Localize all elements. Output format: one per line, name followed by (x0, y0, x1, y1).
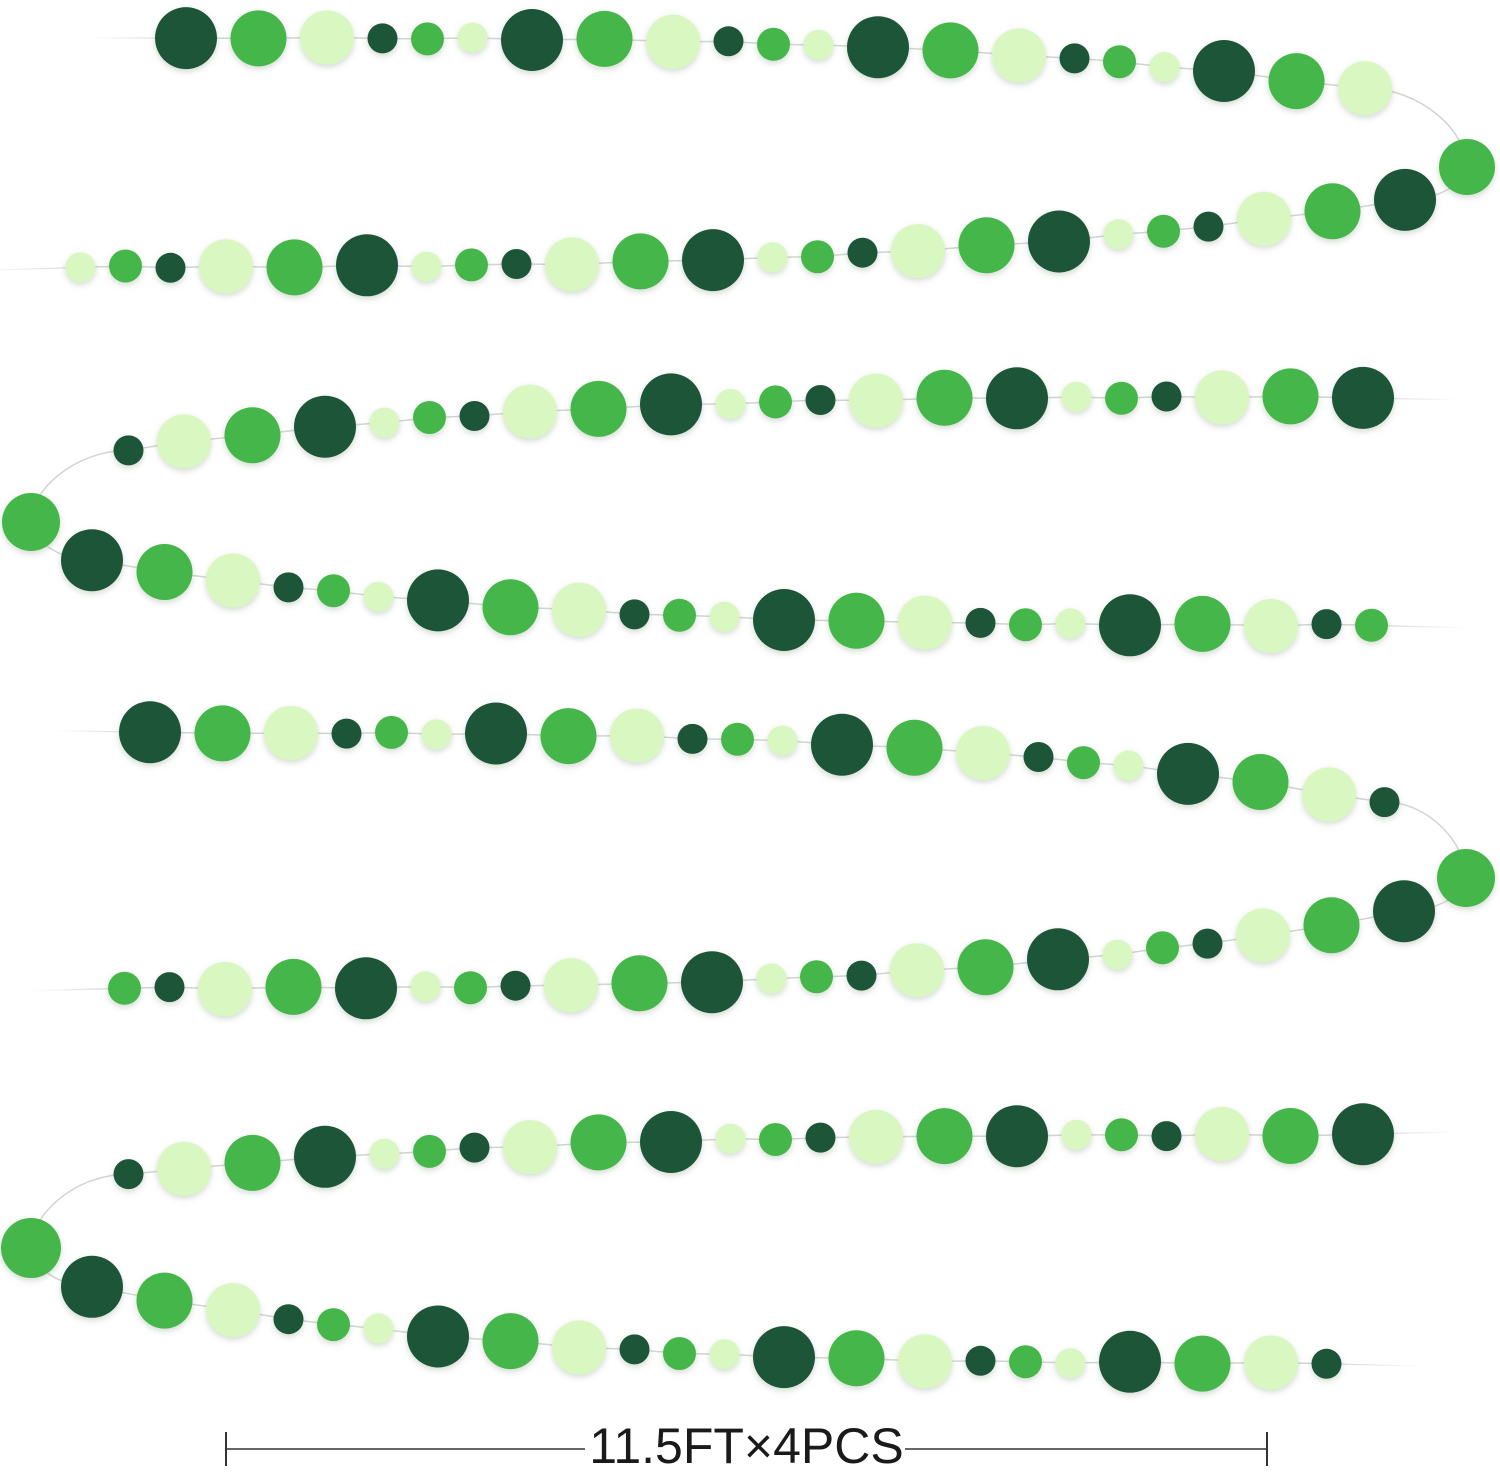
svg-text:11.5FT×4PCS: 11.5FT×4PCS (589, 1418, 904, 1472)
